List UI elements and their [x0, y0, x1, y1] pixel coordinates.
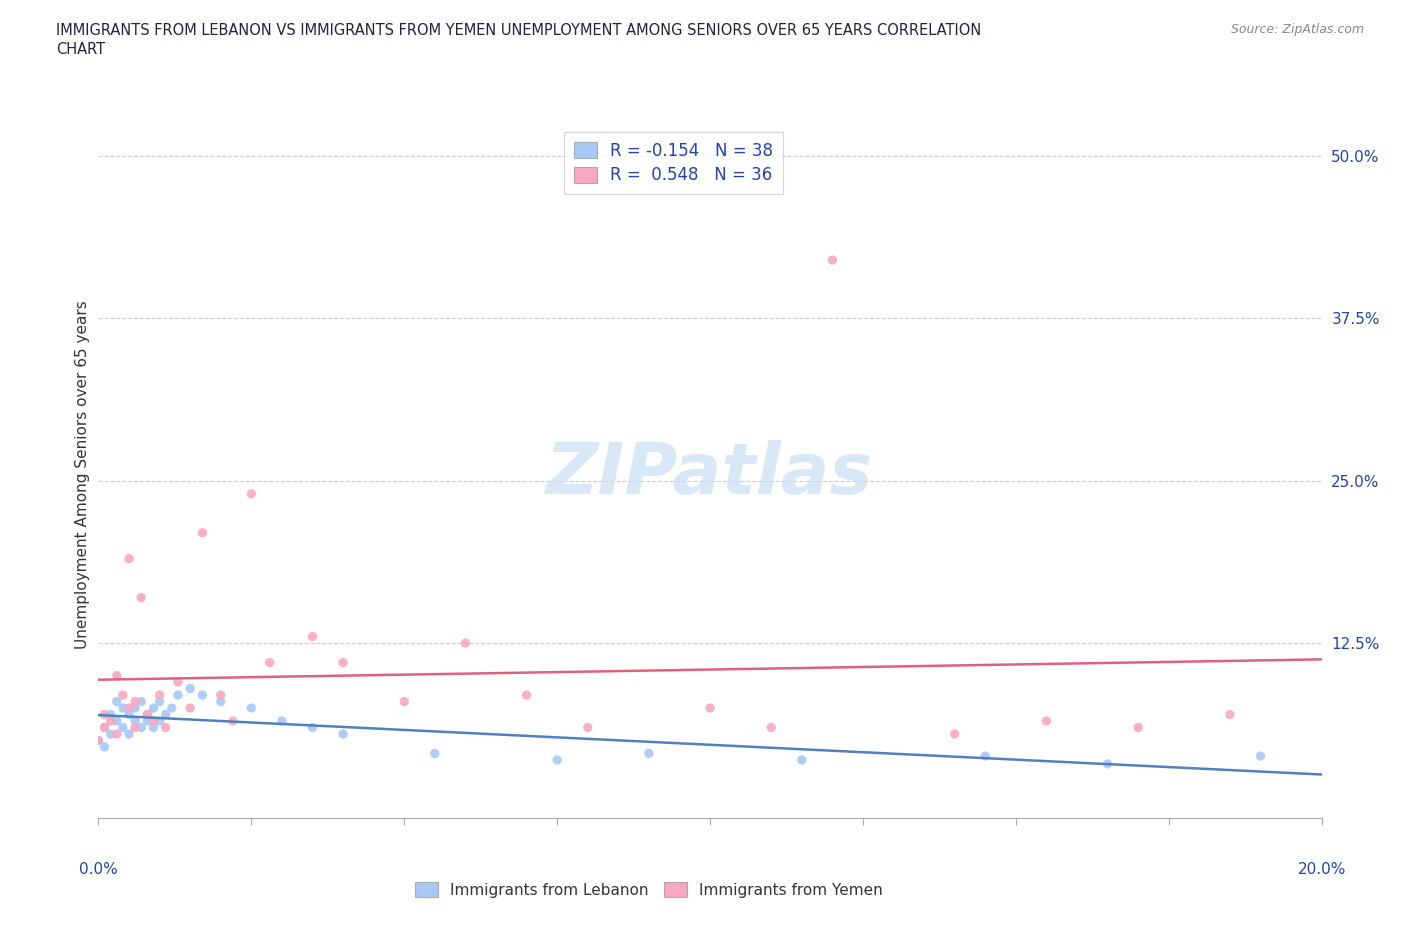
Point — [179, 700, 201, 715]
Point — [136, 707, 159, 722]
Point — [155, 720, 177, 735]
Point — [124, 713, 146, 728]
Point — [301, 630, 323, 644]
Point — [240, 486, 263, 501]
Point — [191, 525, 214, 540]
Point — [142, 713, 165, 728]
Point — [149, 687, 172, 702]
Point — [1128, 720, 1150, 735]
Point — [105, 726, 128, 741]
Point — [1035, 713, 1057, 728]
Point — [699, 700, 721, 715]
Point — [124, 700, 146, 715]
Point — [209, 694, 232, 709]
Point — [160, 700, 183, 715]
Point — [576, 720, 599, 735]
Point — [270, 713, 292, 728]
Point — [637, 746, 661, 761]
Point — [546, 752, 568, 767]
Point — [1219, 707, 1241, 722]
Point — [111, 687, 134, 702]
Point — [301, 720, 323, 735]
Text: 0.0%: 0.0% — [79, 862, 118, 877]
Point — [124, 720, 146, 735]
Point — [129, 694, 152, 709]
Point — [136, 713, 159, 728]
Point — [118, 726, 141, 741]
Point — [149, 713, 172, 728]
Point — [111, 700, 134, 715]
Point — [93, 739, 115, 754]
Point — [1097, 756, 1119, 771]
Point — [332, 655, 354, 670]
Point — [191, 687, 214, 702]
Text: ZIPatlas: ZIPatlas — [547, 440, 873, 509]
Point — [87, 733, 110, 748]
Point — [1249, 749, 1271, 764]
Point — [167, 687, 190, 702]
Point — [100, 713, 122, 728]
Text: Source: ZipAtlas.com: Source: ZipAtlas.com — [1230, 23, 1364, 36]
Point — [93, 720, 115, 735]
Point — [87, 733, 110, 748]
Text: IMMIGRANTS FROM LEBANON VS IMMIGRANTS FROM YEMEN UNEMPLOYMENT AMONG SENIORS OVER: IMMIGRANTS FROM LEBANON VS IMMIGRANTS FR… — [56, 23, 981, 38]
Point — [93, 707, 115, 722]
Point — [118, 707, 141, 722]
Point — [129, 720, 152, 735]
Text: 20.0%: 20.0% — [1298, 862, 1346, 877]
Point — [105, 713, 128, 728]
Point — [93, 720, 115, 735]
Point — [129, 591, 152, 605]
Point — [454, 636, 477, 651]
Point — [118, 700, 141, 715]
Point — [209, 687, 232, 702]
Point — [149, 694, 172, 709]
Point — [974, 749, 997, 764]
Point — [759, 720, 782, 735]
Point — [392, 694, 416, 709]
Point — [155, 707, 177, 722]
Point — [100, 707, 122, 722]
Point — [790, 752, 813, 767]
Point — [142, 720, 165, 735]
Point — [516, 687, 538, 702]
Point — [179, 681, 201, 696]
Point — [111, 720, 134, 735]
Point — [105, 668, 128, 683]
Point — [332, 726, 354, 741]
Point — [136, 707, 159, 722]
Point — [167, 674, 190, 689]
Point — [423, 746, 446, 761]
Point — [821, 253, 844, 268]
Point — [259, 655, 281, 670]
Point — [100, 726, 122, 741]
Point — [943, 726, 966, 741]
Point — [124, 694, 146, 709]
Point — [240, 700, 263, 715]
Point — [118, 551, 141, 566]
Point — [105, 694, 128, 709]
Legend: Immigrants from Lebanon, Immigrants from Yemen: Immigrants from Lebanon, Immigrants from… — [409, 876, 889, 904]
Y-axis label: Unemployment Among Seniors over 65 years: Unemployment Among Seniors over 65 years — [75, 300, 90, 649]
Point — [142, 700, 165, 715]
Point — [222, 713, 245, 728]
Text: CHART: CHART — [56, 42, 105, 57]
